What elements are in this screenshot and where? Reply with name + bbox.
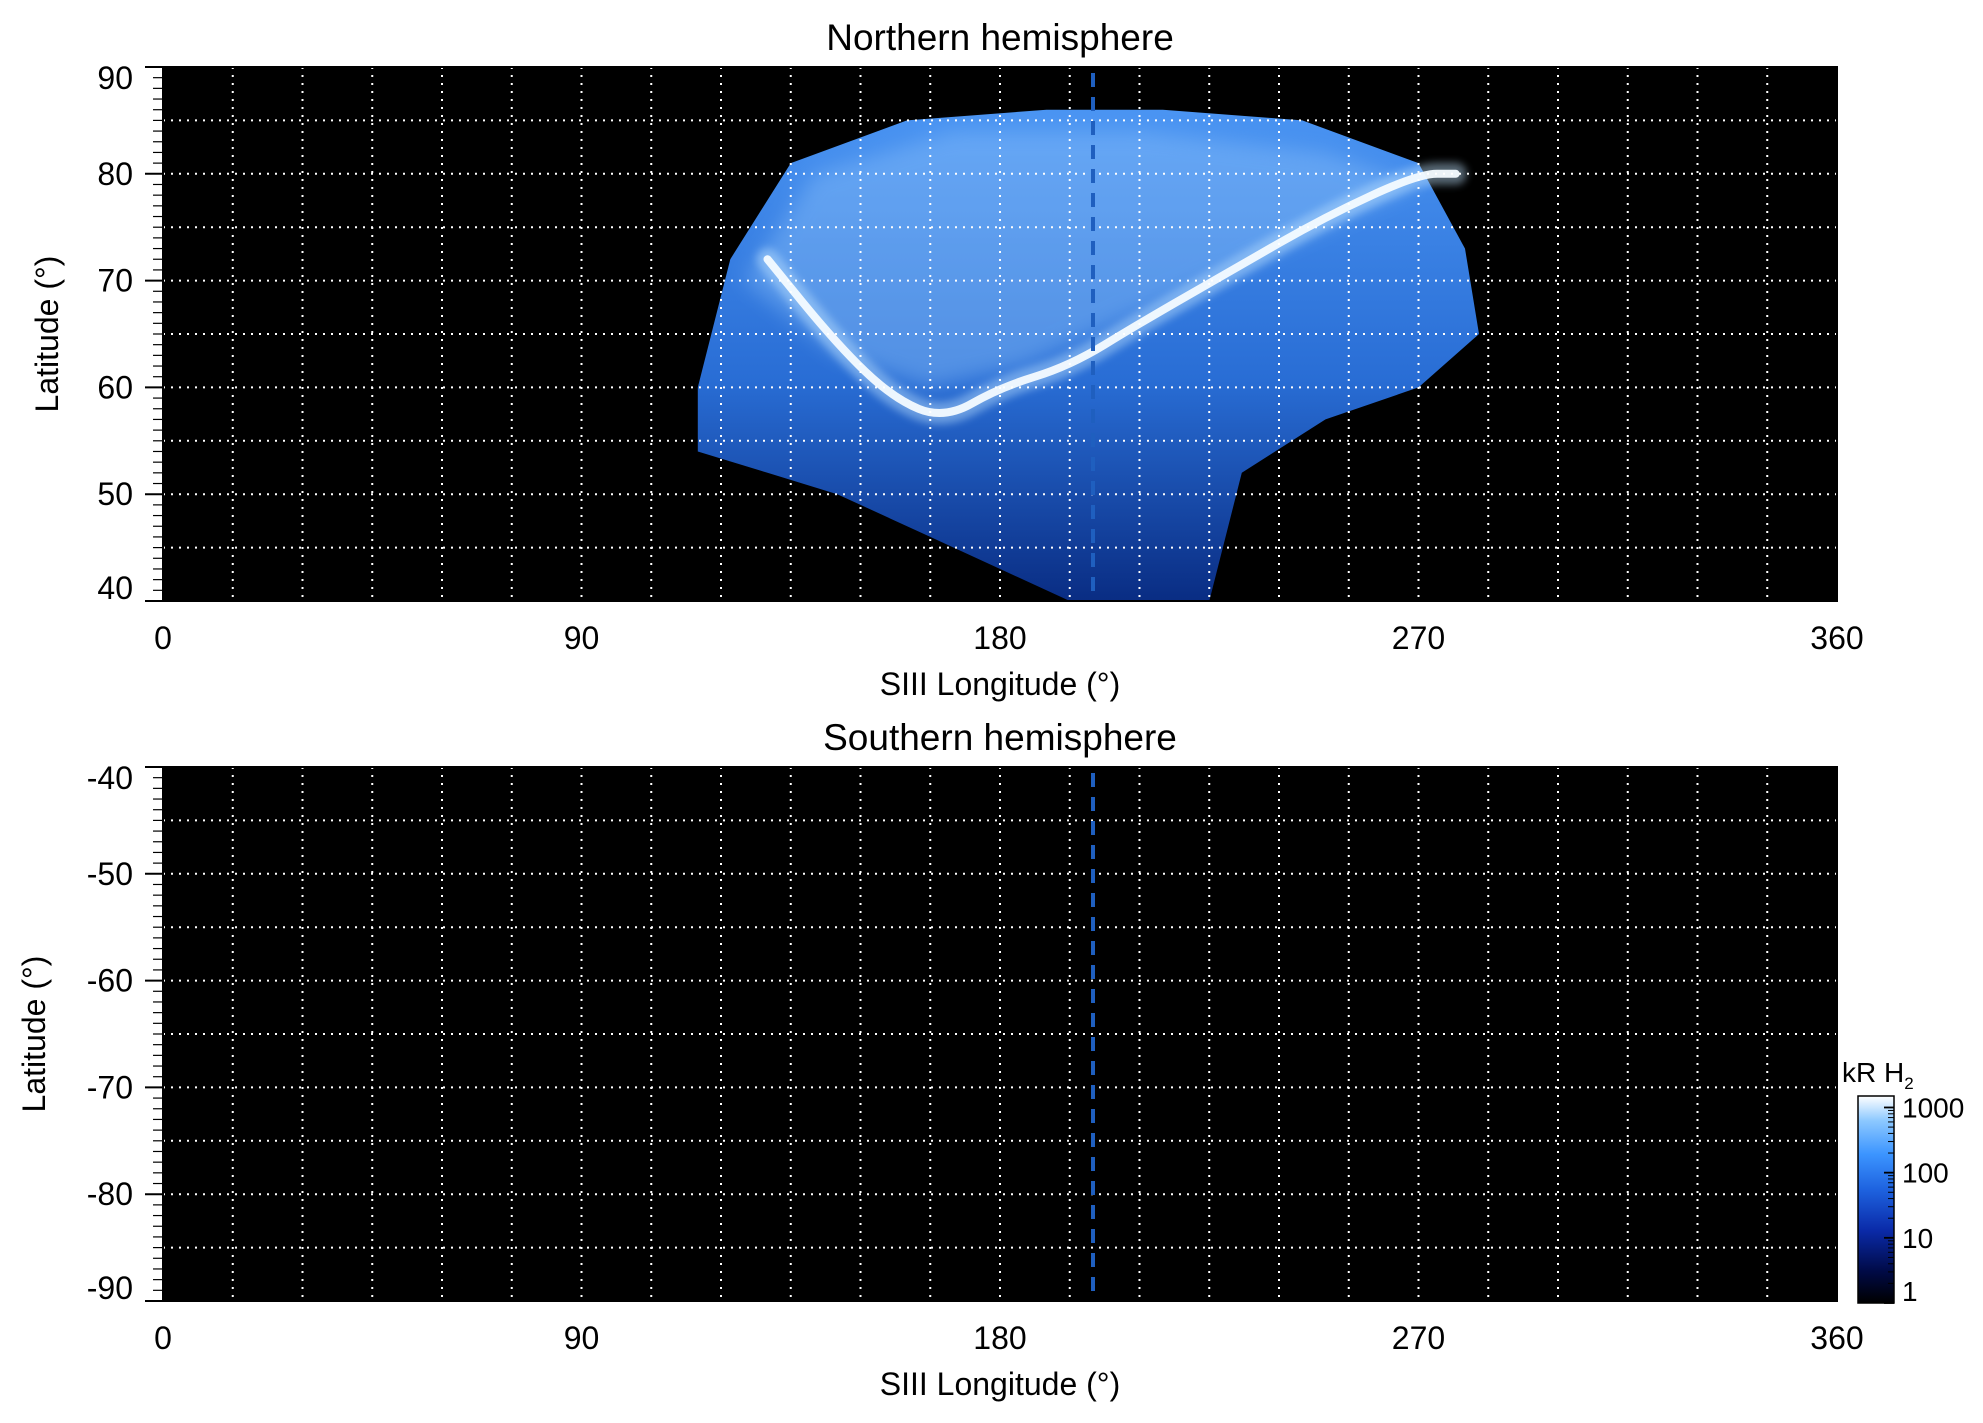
y-tick-label: -50 [87,856,133,892]
y-tick-label: -90 [87,1270,133,1306]
y-tick-label: 50 [97,476,133,512]
y-axis-label: Latitude (°) [29,256,65,413]
panel-south: Southern hemisphere -40 -50 -60 -70 -80 -90 0… [16,717,1864,1402]
colorbar-label-main: kR H [1842,1057,1904,1088]
x-axis-label: SIII Longitude (°) [880,1366,1120,1402]
colorbar-tick-label: 1 [1902,1276,1918,1307]
colorbar-gradient [1857,1095,1895,1304]
y-tick-label: -60 [87,963,133,999]
y-axis-label: Latitude (°) [16,956,52,1113]
x-tick-labels: 0 90 180 270 360 [154,1320,1864,1356]
y-tick-label: 80 [97,156,133,192]
colorbar: kR H2 1000 100 10 1 [1842,1057,1964,1307]
x-tick-label: 0 [154,620,172,656]
y-tick-label: 40 [97,570,133,606]
x-tick-label: 180 [973,620,1026,656]
x-tick-label: 90 [564,620,600,656]
x-tick-labels: 0 90 180 270 360 [154,620,1864,656]
y-minor-ticks [145,766,163,1302]
colorbar-label-subscript: 2 [1904,1074,1913,1093]
colorbar-tick-label: 100 [1902,1158,1949,1189]
colorbar-tick-label: 10 [1902,1223,1933,1254]
x-axis-label: SIII Longitude (°) [880,666,1120,702]
x-tick-label: 0 [154,1320,172,1356]
y-minor-ticks [145,66,163,602]
grid [163,67,1837,601]
colorbar-tick-label: 1000 [1902,1092,1964,1123]
colorbar-minor-ticks [1884,1106,1894,1304]
y-tick-labels: 90 80 70 60 50 40 [97,60,133,606]
x-tick-label: 270 [1392,1320,1445,1356]
y-tick-label: 60 [97,369,133,405]
x-tick-label: 360 [1810,620,1863,656]
auroral-oval [763,169,1460,418]
x-tick-label: 270 [1392,620,1445,656]
panel-title: Southern hemisphere [823,717,1177,758]
y-tick-label: -70 [87,1069,133,1105]
y-tick-label: 90 [97,60,133,96]
y-tick-label: -40 [87,760,133,796]
polar-glow [744,131,1419,388]
colorbar-tick-labels: 1000 100 10 1 [1902,1092,1964,1307]
x-tick-label: 360 [1810,1320,1863,1356]
y-tick-labels: -40 -50 -60 -70 -80 -90 [87,760,133,1306]
grid [163,767,1837,1301]
x-tick-label: 90 [564,1320,600,1356]
panel-north: Northern hemisphere 90 80 70 60 50 40 0 90 180 2… [29,17,1864,702]
y-tick-label: -80 [87,1176,133,1212]
panel-title: Northern hemisphere [826,17,1174,58]
y-tick-label: 70 [97,263,133,299]
x-tick-label: 180 [973,1320,1026,1356]
colorbar-label: kR H2 [1842,1057,1914,1093]
